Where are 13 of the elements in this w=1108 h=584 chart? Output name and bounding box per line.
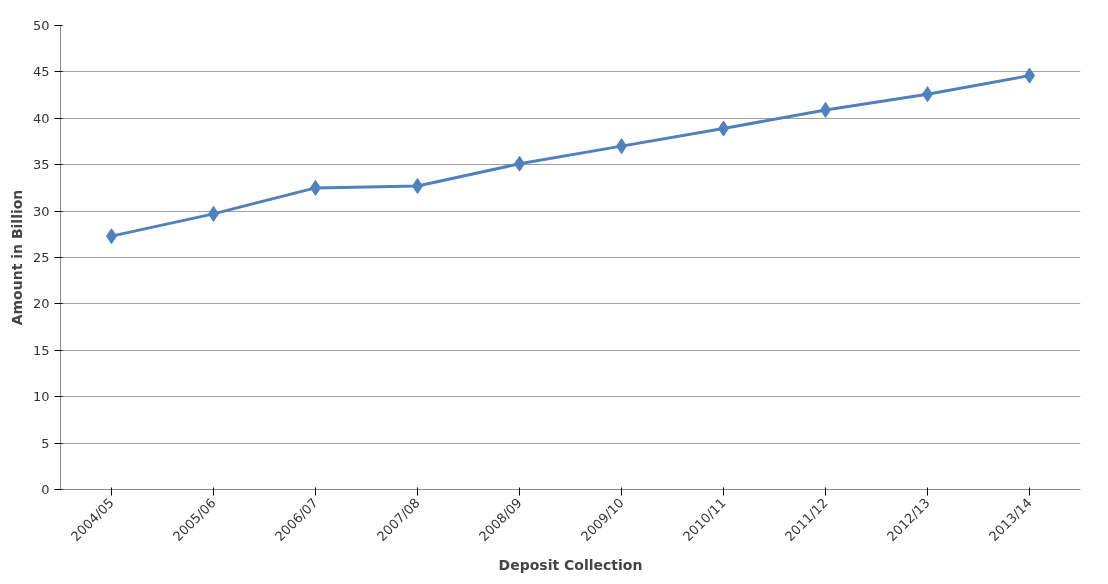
y-axis-title: Amount in Billion xyxy=(8,189,25,326)
y-tick-label: 10 xyxy=(32,389,50,405)
x-axis-title: Deposit Collection xyxy=(498,557,643,574)
y-tick-label: 30 xyxy=(32,203,50,219)
y-tick-label: 40 xyxy=(32,110,50,126)
y-tick-label: 5 xyxy=(41,435,50,451)
y-tick-label: 20 xyxy=(32,296,50,312)
y-tick-label: 45 xyxy=(32,64,50,80)
y-tick-label: 25 xyxy=(32,250,50,265)
y-tick-label: 50 xyxy=(32,18,50,33)
y-tick-label: 35 xyxy=(32,157,50,173)
y-tick-label: 15 xyxy=(32,342,50,358)
y-tick-label: 0 xyxy=(41,482,50,497)
